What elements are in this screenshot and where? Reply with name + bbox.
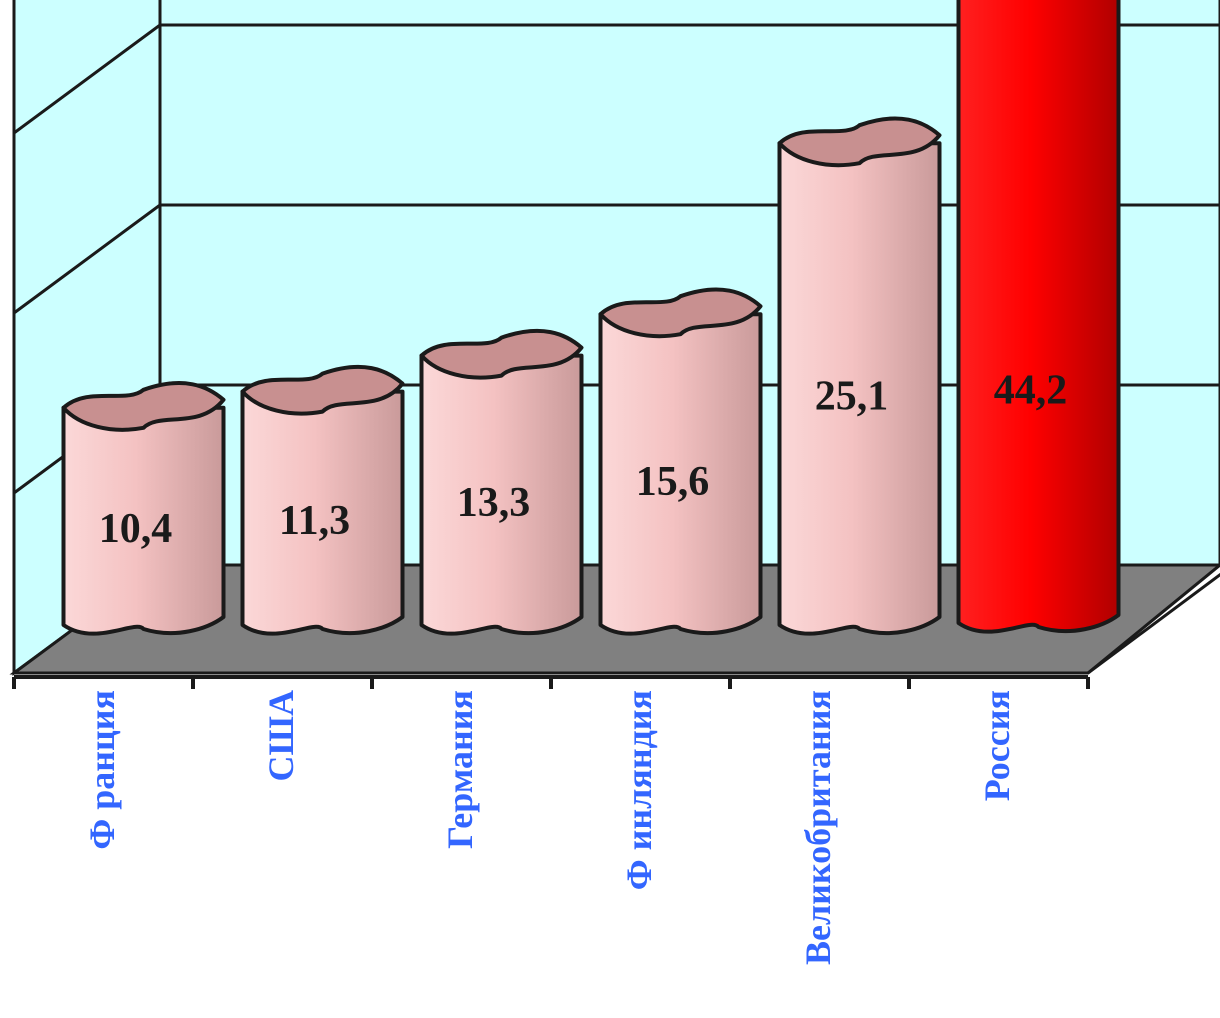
bar-top [598,287,763,339]
bar-top [777,116,942,168]
category-label: Ф инляндия [619,690,659,890]
data-label: 44,2 [994,368,1068,414]
data-label: 25,1 [815,374,889,420]
bar [240,389,405,636]
x-axis [12,675,1090,689]
category-label: Ф ранция [82,690,122,850]
bar-top [419,328,584,380]
data-label: 11,3 [279,498,350,544]
category-label: США [261,690,301,782]
floor-edge [1087,572,1220,675]
category-label: Германия [440,690,480,849]
category-label: Россия [977,690,1017,801]
data-label: 10,4 [99,506,173,552]
bar [777,141,942,636]
bar-top [240,364,405,416]
bars [61,0,1121,636]
bar [61,405,226,636]
bar [419,353,584,636]
data-label: 15,6 [636,459,710,505]
data-label: 13,3 [457,480,531,526]
bar [598,312,763,636]
bar [956,0,1121,634]
bar-top [61,381,226,432]
category-labels: Ф ранция США Германия Ф инляндия Великобрита… [82,690,1017,965]
data-labels: 10,4 11,3 13,3 15,6 25,1 44,2 [99,368,1068,552]
gridline [13,23,1220,135]
category-label: Великобритания [798,690,838,965]
